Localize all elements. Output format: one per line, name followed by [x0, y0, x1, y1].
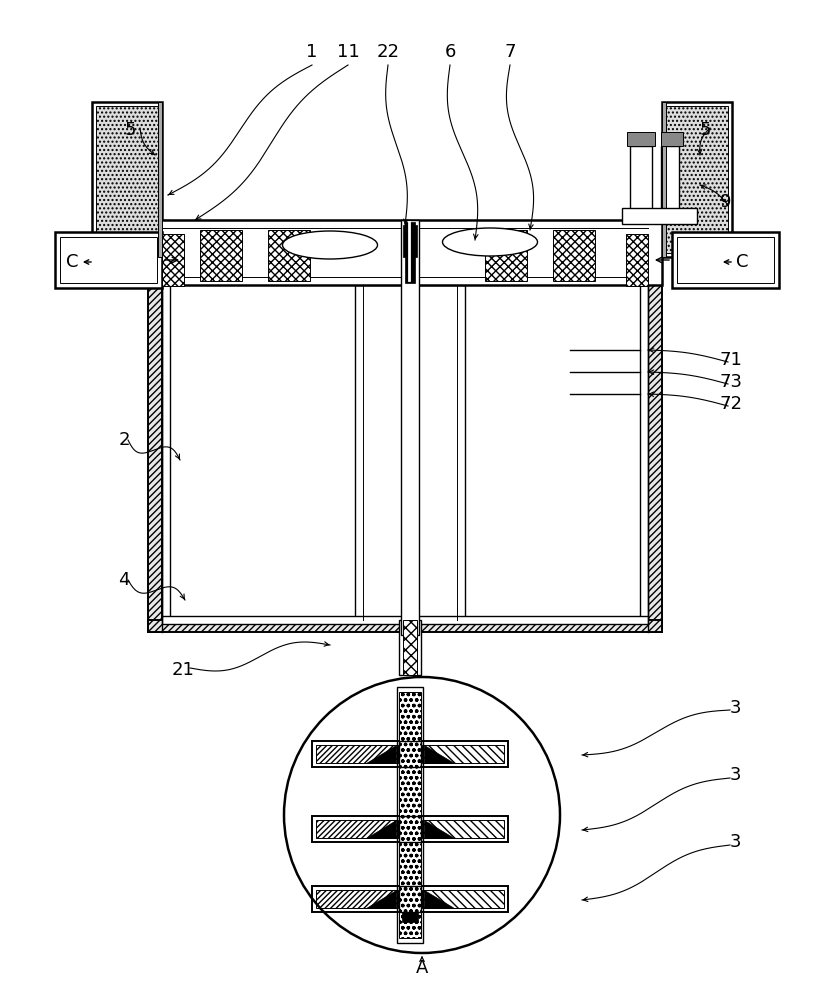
Text: C: C: [736, 253, 748, 271]
Bar: [268, 230, 310, 281]
Bar: [200, 230, 242, 281]
Bar: [666, 106, 728, 253]
Text: 72: 72: [720, 395, 743, 413]
Bar: [399, 741, 421, 767]
Bar: [96, 106, 158, 253]
Bar: [148, 620, 662, 632]
Text: 1: 1: [307, 43, 318, 61]
Text: 73: 73: [720, 373, 743, 391]
Ellipse shape: [283, 231, 377, 259]
Bar: [399, 886, 421, 912]
Bar: [401, 220, 419, 635]
Text: 21: 21: [172, 661, 195, 679]
Text: 3: 3: [730, 833, 742, 851]
Bar: [422, 890, 504, 908]
Bar: [312, 816, 508, 842]
Bar: [422, 745, 504, 763]
Text: 6: 6: [444, 43, 456, 61]
Bar: [422, 820, 504, 838]
Bar: [403, 225, 417, 257]
Bar: [55, 232, 162, 288]
Text: 3: 3: [730, 766, 742, 784]
Bar: [485, 230, 527, 281]
Text: 3: 3: [730, 699, 742, 717]
Bar: [627, 132, 655, 146]
Bar: [158, 102, 162, 257]
Bar: [622, 208, 697, 224]
Bar: [312, 886, 508, 912]
Bar: [405, 222, 415, 283]
Text: C: C: [66, 253, 78, 271]
Bar: [662, 102, 666, 257]
Bar: [162, 220, 170, 620]
Bar: [148, 220, 662, 285]
Bar: [553, 230, 595, 281]
Bar: [355, 285, 465, 620]
Bar: [630, 146, 652, 211]
Text: 2: 2: [119, 431, 130, 449]
Bar: [402, 912, 418, 922]
Bar: [162, 234, 184, 286]
Bar: [403, 620, 417, 675]
Bar: [626, 234, 648, 286]
Text: 9: 9: [720, 193, 732, 211]
Bar: [399, 816, 421, 842]
Polygon shape: [424, 890, 454, 908]
Text: 5: 5: [700, 121, 711, 139]
Polygon shape: [366, 820, 396, 838]
Bar: [148, 220, 162, 632]
Bar: [316, 745, 398, 763]
Bar: [316, 820, 398, 838]
Text: 5: 5: [125, 121, 137, 139]
Ellipse shape: [442, 228, 537, 256]
Bar: [60, 237, 157, 283]
Bar: [316, 890, 398, 908]
Text: 4: 4: [119, 571, 130, 589]
Bar: [648, 220, 662, 632]
Polygon shape: [366, 890, 396, 908]
Text: 11: 11: [337, 43, 359, 61]
Bar: [399, 692, 421, 938]
Bar: [677, 237, 774, 283]
Bar: [661, 146, 679, 211]
Polygon shape: [366, 745, 396, 763]
Polygon shape: [424, 820, 454, 838]
Text: 71: 71: [720, 351, 743, 369]
Bar: [662, 102, 732, 257]
Bar: [661, 132, 683, 146]
Bar: [92, 102, 162, 257]
Bar: [397, 687, 423, 943]
Bar: [399, 620, 421, 675]
Bar: [672, 232, 779, 288]
Polygon shape: [424, 745, 454, 763]
Text: 22: 22: [377, 43, 400, 61]
Text: A: A: [416, 959, 428, 977]
Bar: [162, 616, 648, 624]
Bar: [312, 741, 508, 767]
Text: 7: 7: [504, 43, 516, 61]
Bar: [640, 220, 648, 620]
